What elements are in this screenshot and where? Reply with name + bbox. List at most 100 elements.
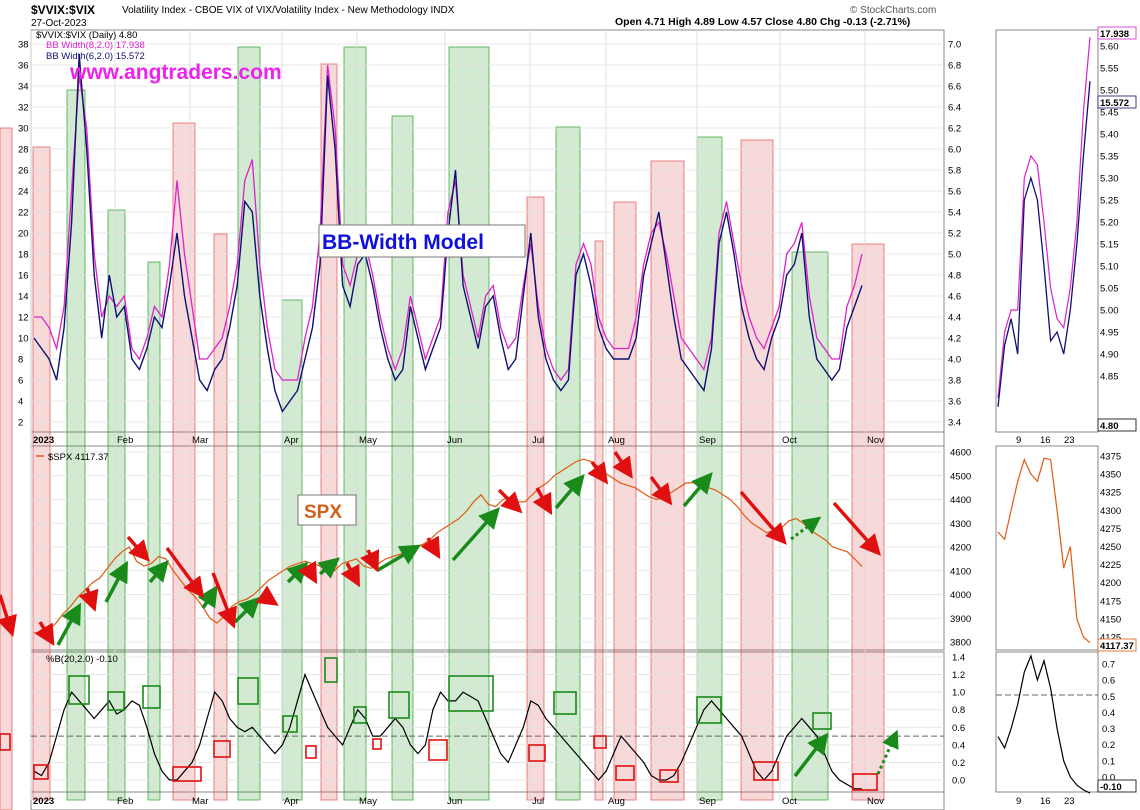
ytick-inset-main: 5.05 (1100, 284, 1119, 295)
signal-box-green-12 (388, 691, 410, 719)
zone-red-16 (650, 160, 685, 801)
legend-pctb: %B(20,2.0) -0.10 (46, 654, 118, 665)
xtick-main: Sep (699, 435, 716, 446)
xtick-bottom: Feb (117, 796, 133, 807)
signal-box-red-18 (615, 765, 635, 781)
ytick-pctb: 0.0 (952, 776, 965, 787)
signal-zones (0, 46, 885, 810)
ytick-main-left: 22 (18, 208, 29, 219)
series-lines (33, 37, 1091, 794)
ytick-main-left: 28 (18, 145, 29, 156)
ytick-main-left: 36 (18, 61, 29, 72)
ytick-inset-main: 4.90 (1100, 350, 1119, 361)
signal-box-green-22 (812, 712, 832, 730)
zone-red-5 (213, 233, 228, 801)
ytick-inset-spx: 4350 (1100, 470, 1121, 481)
series-spx (33, 458, 863, 636)
signal-box-red-5 (213, 740, 231, 758)
ytick-main-left: 14 (18, 292, 29, 303)
trend-arrow-green-11 (793, 732, 829, 778)
ytick-spx: 4500 (950, 471, 971, 482)
signal-box-green-14 (448, 675, 494, 712)
ytick-pctb: 0.4 (952, 740, 965, 751)
trend-arrow-red-22 (420, 535, 441, 560)
xtick-main: Jun (447, 435, 462, 446)
xtick-bottom: 2023 (33, 796, 54, 807)
projected-arrow-pctb (876, 729, 899, 775)
ytick-inset-spx: 4125 (1100, 633, 1121, 644)
trend-arrow-red-17 (211, 572, 237, 629)
trend-arrow-green-8 (451, 507, 500, 562)
series-bbw8 (34, 64, 863, 382)
ytick-main-right: 5.8 (948, 166, 961, 177)
legend-spx: $SPX 4117.37 (48, 452, 109, 463)
ytick-inset-main: 4.95 (1100, 328, 1119, 339)
ytick-inset-main: 5.60 (1100, 42, 1119, 53)
value-tag-spx: 4117.37 (1100, 641, 1134, 652)
trend-arrow-green-10 (682, 471, 713, 508)
zone-red-20 (851, 243, 885, 801)
ytick-pctb: 1.4 (952, 653, 965, 664)
xtick-inset-bottom: 9 (1016, 796, 1021, 807)
signal-box-red-17 (593, 735, 607, 749)
series-pctb (33, 672, 862, 790)
trend-arrow-green-6 (317, 557, 341, 579)
ytick-main-right: 4.8 (948, 271, 961, 282)
zone-green-9 (343, 46, 367, 801)
ytick-main-right: 3.6 (948, 397, 961, 408)
trend-arrow-red-23 (497, 488, 523, 514)
ytick-spx: 4000 (950, 590, 971, 601)
signal-box-red-21 (753, 761, 779, 781)
inset-series-bbw6 (997, 81, 1091, 407)
ytick-inset-pctb: 0.1 (1102, 756, 1115, 767)
signal-box-red-11 (372, 738, 382, 750)
ytick-main-left: 4 (18, 397, 23, 408)
xtick-inset: 23 (1064, 435, 1075, 446)
ytick-pctb: 0.6 (952, 723, 965, 734)
trend-arrow-red-21 (360, 549, 380, 573)
ytick-inset-spx: 4375 (1100, 452, 1121, 463)
trend-arrow-red-25 (587, 460, 609, 485)
ytick-inset-main: 5.00 (1100, 306, 1119, 317)
signal-box-green-2 (107, 691, 125, 711)
ytick-main-right: 5.2 (948, 229, 961, 240)
ytick-pctb: 1.0 (952, 688, 965, 699)
ytick-inset-main: 5.10 (1100, 262, 1119, 273)
ytick-spx: 4100 (950, 566, 971, 577)
ytick-inset-spx: 4150 (1100, 614, 1121, 625)
value-tag-spx-box (1097, 638, 1137, 652)
xtick-bottom: Apr (284, 796, 299, 807)
zone-green-11 (448, 46, 490, 801)
ytick-inset-pctb: 0.6 (1102, 676, 1115, 687)
trend-arrow-green-1 (104, 560, 128, 603)
ytick-inset-main: 5.30 (1100, 174, 1119, 185)
spx-label: SPX (304, 502, 342, 523)
header-date: 27-Oct-2023 (31, 18, 87, 29)
zone-red-edge (0, 127, 13, 810)
grid-lines (30, 30, 1098, 800)
signal-box-green-7 (282, 715, 298, 733)
ytick-inset-pctb: 0.5 (1102, 692, 1115, 703)
ytick-main-right: 4.6 (948, 292, 961, 303)
zone-red-14 (594, 240, 604, 801)
signal-box-green-10 (353, 706, 367, 724)
inset-frame-2 (995, 651, 1099, 793)
value-tag-bbw8: 17.938 (1100, 29, 1129, 40)
trend-arrow-red-13 (34, 621, 55, 647)
ytick-inset-spx: 4250 (1100, 542, 1121, 553)
projected-arrow-spx (790, 516, 822, 541)
ytick-inset-pctb: 0.2 (1102, 740, 1115, 751)
zone-green-10 (391, 115, 414, 801)
trend-arrow-red-29 (832, 501, 881, 556)
ytick-main-left: 30 (18, 124, 29, 135)
trend-arrow-red-19 (297, 560, 318, 585)
ytick-main-left: 38 (18, 40, 29, 51)
xtick-bottom: Nov (867, 796, 884, 807)
header-description: Volatility Index - CBOE VIX of VIX/Volat… (122, 5, 455, 16)
ytick-spx: 4400 (950, 495, 971, 506)
ytick-main-right: 6.0 (948, 145, 961, 156)
ytick-main-left: 32 (18, 103, 29, 114)
trend-arrow-green-0 (56, 602, 82, 646)
ytick-main-right: 4.2 (948, 334, 961, 345)
